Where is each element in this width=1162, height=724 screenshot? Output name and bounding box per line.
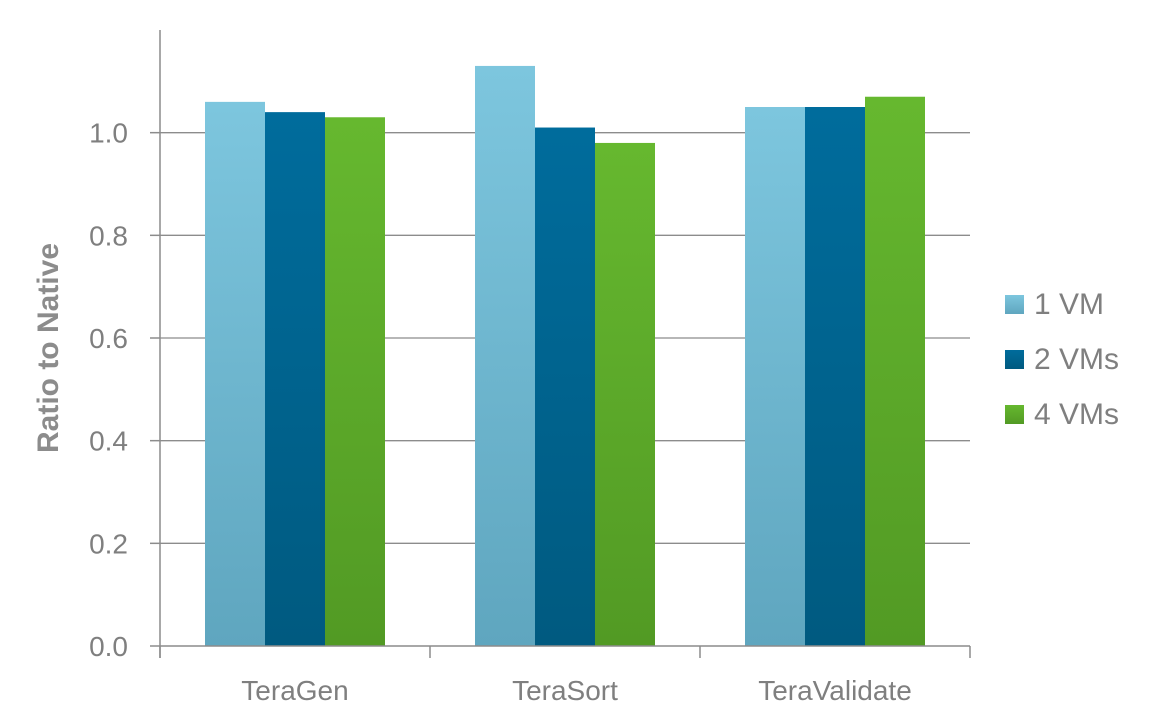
bar-teravalidate-1-vm [745, 107, 805, 646]
bar-terasort-1-vm [475, 65, 535, 646]
y-axis-title: Ratio to Native [32, 243, 65, 453]
x-tick-label: TeraValidate [758, 675, 912, 706]
x-tick-label: TeraGen [241, 675, 348, 706]
legend: 1 VM 2 VMs 4 VMs [1005, 288, 1119, 431]
bar-teravalidate-2-vms [805, 107, 865, 646]
x-tick-label: TeraSort [512, 675, 618, 706]
y-tick-label: 0.0 [89, 631, 128, 662]
bars [205, 65, 925, 647]
bar-teravalidate-4-vms [865, 96, 925, 646]
bar-teragen-2-vms [265, 112, 325, 647]
y-tick-label: 1.0 [89, 118, 128, 149]
y-tick-label: 0.8 [89, 220, 128, 251]
legend-swatch-4-vms [1005, 405, 1024, 424]
axes [150, 30, 971, 658]
legend-label: 2 VMs [1034, 343, 1119, 376]
legend-swatch-1-vm [1005, 295, 1024, 314]
bar-terasort-4-vms [595, 142, 655, 646]
legend-label: 1 VM [1034, 288, 1104, 321]
bar-terasort-2-vms [535, 127, 595, 647]
tick-labels: 0.0 0.2 0.4 0.6 0.8 1.0 TeraGen TeraSort TeraVal… [89, 118, 912, 706]
legend-swatch-2-vms [1005, 350, 1024, 369]
y-tick-label: 0.4 [89, 426, 128, 457]
y-tick-label: 0.6 [89, 323, 128, 354]
bar-teragen-1-vm [205, 101, 265, 646]
bar-teragen-4-vms [325, 117, 385, 647]
y-tick-label: 0.2 [89, 528, 128, 559]
legend-label: 4 VMs [1034, 398, 1119, 431]
